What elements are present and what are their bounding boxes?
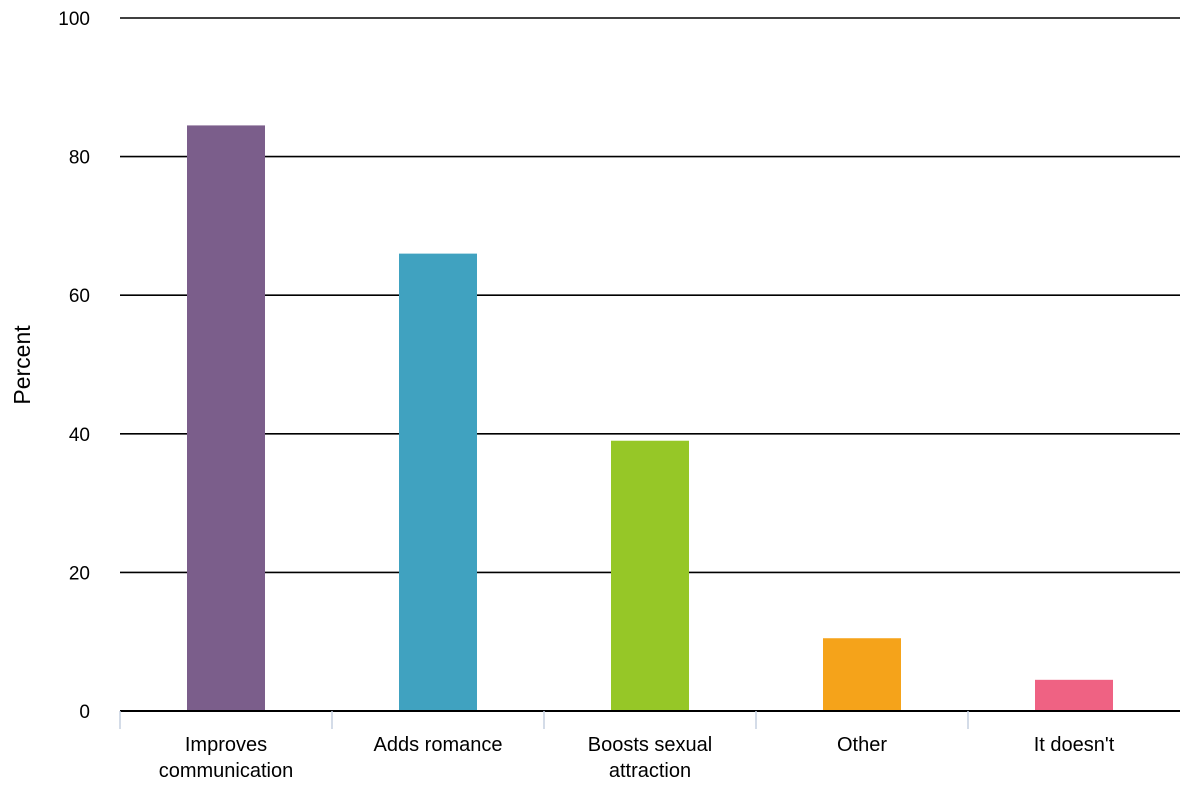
y-tick-label: 20: [69, 563, 90, 584]
bar: [399, 253, 477, 711]
x-category-label: Boosts sexual attraction: [588, 734, 713, 782]
x-category-label-line: Boosts sexual: [588, 734, 713, 756]
x-category-label-line: communication: [159, 760, 294, 782]
x-category-label-line: Improves: [185, 734, 267, 756]
x-category-label-line: Other: [837, 734, 887, 756]
x-category-label-line: attraction: [609, 760, 691, 782]
bar: [187, 125, 265, 712]
x-category-label: Improves communication: [159, 734, 294, 782]
bar: [1035, 679, 1113, 711]
bar: [611, 440, 689, 711]
y-tick-label: 40: [69, 425, 90, 446]
bar: [823, 638, 901, 711]
x-axis: [119, 710, 1180, 729]
y-tick-label: 100: [58, 9, 90, 30]
y-tick-label: 0: [79, 702, 90, 723]
x-category-label: Other: [837, 734, 887, 756]
x-category-label-line: Adds romance: [374, 734, 503, 756]
x-axis-category-labels: Improves communication Adds romance Boosts …: [159, 734, 1115, 782]
x-category-label: Adds romance: [374, 734, 503, 756]
y-axis-tick-labels: 0 20 40 60 80 100: [58, 9, 90, 723]
x-category-label-line: It doesn't: [1034, 734, 1115, 756]
x-category-label: It doesn't: [1034, 734, 1115, 756]
y-axis-title: Percent: [9, 325, 35, 405]
y-tick-label: 80: [69, 148, 90, 169]
bars: [187, 125, 1113, 712]
y-tick-label: 60: [69, 286, 90, 307]
gridlines: [120, 17, 1180, 574]
